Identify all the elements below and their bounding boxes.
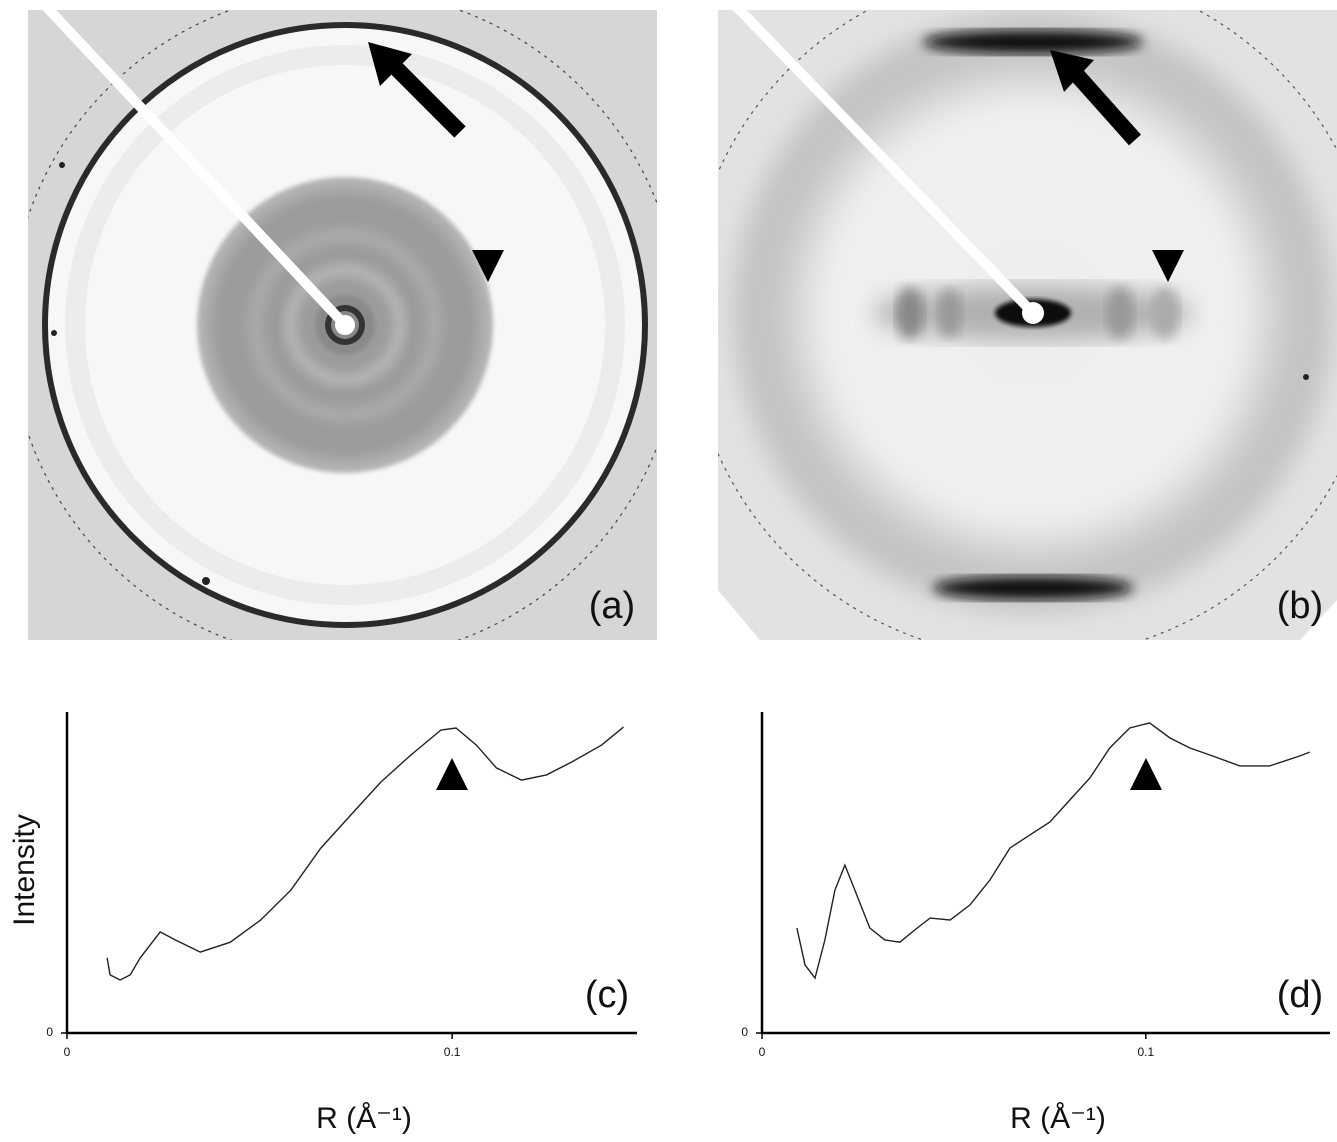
y-tick-label: 0 — [46, 1025, 53, 1039]
data-line — [796, 722, 1310, 980]
data-line — [106, 726, 624, 981]
diffraction-image-b — [718, 10, 1337, 640]
diffraction-image-a — [28, 10, 657, 640]
x-tick-label: 0 — [759, 1045, 766, 1059]
panel-label: (c) — [585, 974, 629, 1016]
y-tick-label: 0 — [741, 1025, 748, 1039]
x-axis-label: R (Å⁻¹) — [316, 1102, 412, 1135]
x-tick-label: 0.1 — [1137, 1045, 1154, 1059]
peak-marker — [1130, 758, 1162, 790]
y-axis-label: Intensity — [8, 814, 41, 926]
panel-label: (b) — [1277, 585, 1323, 627]
x-axis-label: R (Å⁻¹) — [1010, 1102, 1106, 1135]
x-tick-label: 0 — [64, 1045, 71, 1059]
panel-label: (a) — [589, 585, 635, 627]
x-tick-label: 0.1 — [444, 1045, 461, 1059]
panel-label: (d) — [1277, 974, 1323, 1016]
peak-marker — [436, 758, 468, 790]
